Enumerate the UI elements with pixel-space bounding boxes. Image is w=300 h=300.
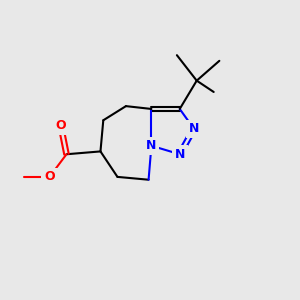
Text: N: N [146,139,157,152]
Text: N: N [189,122,199,135]
Text: O: O [56,119,66,132]
Text: O: O [23,176,25,177]
Text: N: N [175,148,185,161]
Text: O: O [44,170,55,183]
